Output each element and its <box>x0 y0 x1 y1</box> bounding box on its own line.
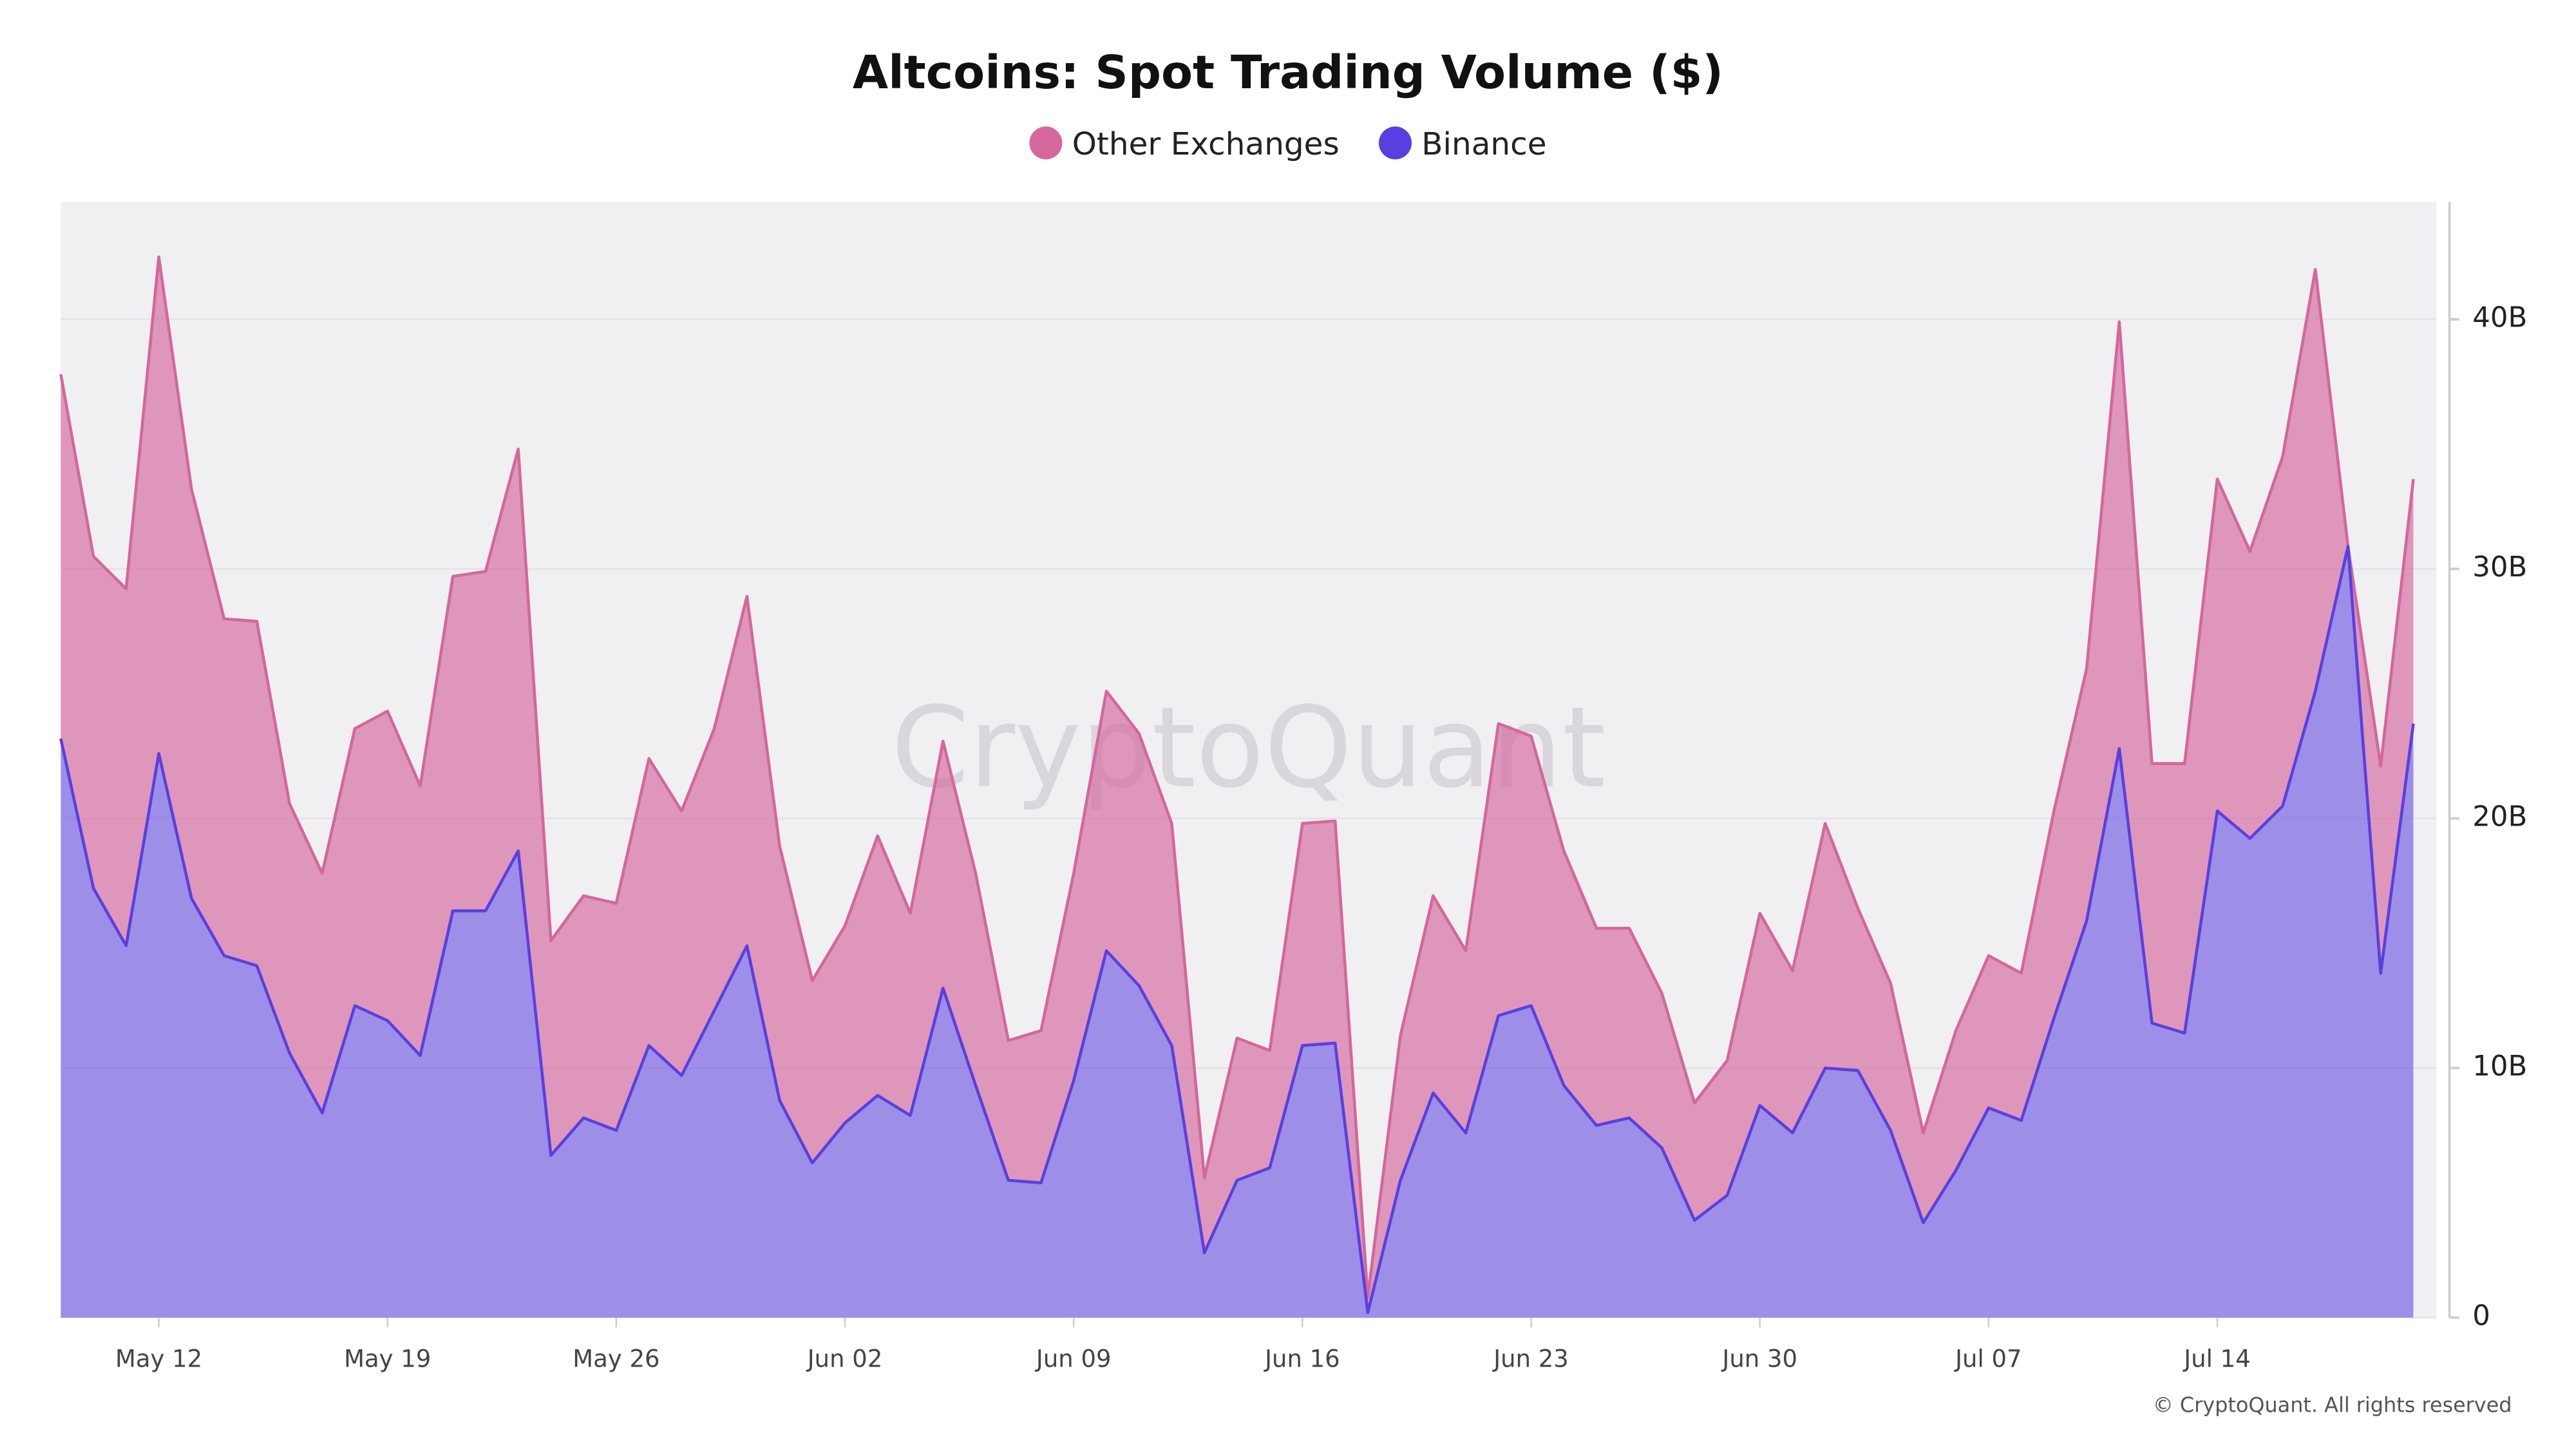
y-tick-label: 0 <box>2472 1300 2490 1332</box>
x-tick-label: Jun 30 <box>1721 1345 1797 1373</box>
legend: Other Exchanges Binance <box>1029 126 1547 162</box>
x-tick-label: Jul 14 <box>2183 1345 2250 1373</box>
chart-title: Altcoins: Spot Trading Volume ($) <box>853 46 1723 99</box>
legend-swatch <box>1029 126 1063 160</box>
y-tick-label: 40B <box>2472 301 2527 334</box>
x-tick-label: Jun 02 <box>806 1345 883 1373</box>
series-line <box>59 255 2415 1300</box>
legend-label: Other Exchanges <box>1072 126 1340 162</box>
y-tick-label: 20B <box>2472 800 2527 833</box>
x-tick-label: May 12 <box>115 1345 202 1373</box>
legend-label: Binance <box>1421 126 1546 162</box>
x-tick-label: May 26 <box>573 1345 659 1373</box>
watermark: CryptoQuant <box>891 683 1606 813</box>
area <box>61 257 2414 1313</box>
area <box>61 546 2414 1318</box>
legend-swatch <box>1378 126 1412 160</box>
x-tick-label: Jun 16 <box>1264 1345 1340 1373</box>
y-tick-label: 30B <box>2472 551 2527 583</box>
x-tick-label: Jul 07 <box>1954 1345 2022 1373</box>
series-line <box>59 545 2415 1314</box>
x-tick-label: May 19 <box>344 1345 431 1373</box>
x-tick-label: Jun 23 <box>1492 1345 1569 1373</box>
copyright: © CryptoQuant. All rights reserved <box>2153 1393 2512 1417</box>
x-tick-label: Jun 09 <box>1035 1345 1112 1373</box>
y-tick-label: 10B <box>2472 1050 2527 1083</box>
